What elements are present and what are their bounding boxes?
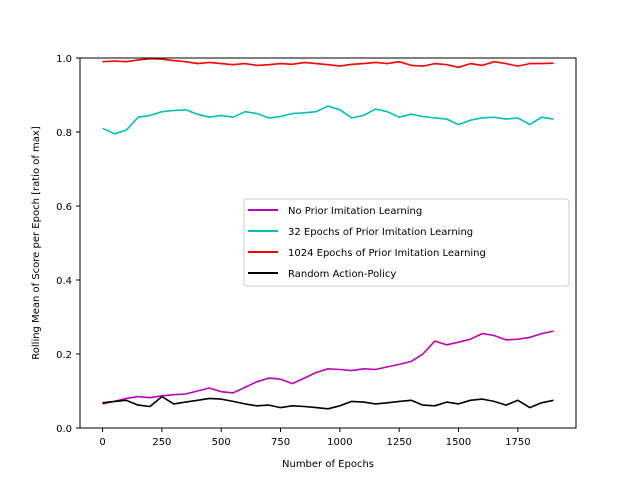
series-line-4: [102, 395, 554, 410]
plot-frame: [79, 57, 577, 429]
y-tick-label: 0.0: [56, 424, 72, 435]
series-line-3: [102, 57, 554, 69]
x-axis-ticks: 0 250 500 750 1000 1250 1500 1750: [99, 428, 531, 448]
y-tick-label: 0.4: [56, 276, 72, 287]
y-axis-label: Rolling Mean of Score per Epoch [ratio o…: [31, 126, 42, 360]
legend-box: [243, 198, 570, 287]
series-line-2: [102, 105, 554, 135]
x-tick-label: 1250: [386, 437, 411, 448]
legend-label-4: Random Action-Policy: [288, 269, 396, 280]
x-tick-label: 500: [212, 437, 231, 448]
legend-label-3: 1024 Epochs of Prior Imitation Learning: [288, 248, 486, 259]
x-tick-label: 1750: [505, 437, 530, 448]
y-tick-label: 0.6: [56, 202, 72, 213]
x-tick-label: 1500: [446, 437, 471, 448]
x-tick-label: 750: [271, 437, 290, 448]
series-line-1: [102, 330, 554, 405]
x-tick-label: 250: [152, 437, 171, 448]
y-tick-label: 1.0: [56, 54, 72, 65]
plot-lines: [102, 57, 554, 410]
legend-label-2: 32 Epochs of Prior Imitation Learning: [288, 227, 473, 238]
legend: No Prior Imitation Learning 32 Epochs of …: [243, 198, 570, 287]
y-tick-label: 0.2: [56, 350, 72, 361]
y-tick-label: 0.8: [56, 128, 72, 139]
x-axis-label: Number of Epochs: [282, 459, 374, 470]
x-tick-label: 1000: [327, 437, 352, 448]
x-tick-label: 0: [99, 437, 105, 448]
y-axis-ticks: 0.0 0.2 0.4 0.6 0.8 1.0: [56, 54, 80, 435]
legend-label-1: No Prior Imitation Learning: [288, 206, 422, 217]
